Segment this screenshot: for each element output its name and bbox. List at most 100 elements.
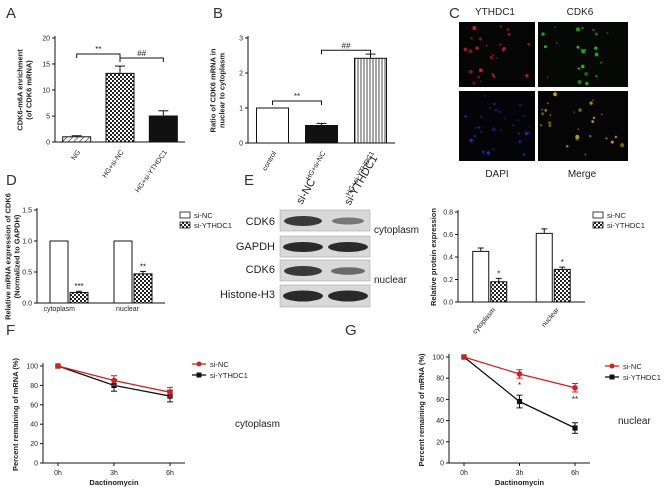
y-tick-label: 0.4: [443, 255, 453, 262]
legend-swatch-si-nc: [592, 211, 604, 219]
cell-dot: [584, 49, 587, 51]
cell-dot: [549, 114, 552, 116]
panel-letter-e: E: [244, 172, 254, 189]
y-tick-label: 2: [239, 71, 243, 78]
blot-band: [331, 267, 365, 275]
blot-row-label-histone-h3: Histone-H3: [220, 289, 275, 301]
cell-dot: [500, 129, 502, 132]
blot-band: [284, 266, 322, 276]
cell-dot: [573, 111, 576, 113]
cell-dot: [578, 108, 582, 112]
cell-dot: [512, 124, 515, 127]
chart-a: 0 5 10 15 20 CDK6-m6A enrichment(of CDK6 mRNA…: [16, 36, 185, 194]
micro-label-dapi: DAPI: [485, 169, 508, 180]
panel-letter-b: B: [213, 5, 223, 22]
blot-row-label-cdk6-nuc: CDK6: [246, 264, 275, 276]
y-tick-label: 0.8: [443, 210, 453, 217]
x-tick-label: HG+si-NC: [101, 149, 125, 179]
blot-band: [283, 290, 323, 302]
significance-label: ***: [74, 282, 83, 291]
data-point: [111, 377, 117, 384]
y-tick-label: 0.5: [22, 270, 32, 277]
cell-dot: [576, 45, 580, 49]
panel-letter-d: D: [6, 172, 17, 189]
cell-dot: [614, 135, 618, 139]
bar-cytoplasm-si-ythdc1: [69, 291, 89, 304]
y-axis-label: Percent remaining of mRNA (%): [11, 357, 20, 471]
legend-marker: [196, 361, 202, 367]
y-tick-label: 5: [46, 114, 50, 121]
cell-dot: [472, 81, 476, 85]
blot-band: [332, 217, 364, 225]
y-tick-label: 60: [436, 397, 444, 404]
cell-dot: [606, 32, 609, 34]
cell-dot: [473, 135, 476, 138]
micro-label-merge: Merge: [568, 169, 597, 180]
y-tick-label: 20: [30, 441, 38, 448]
cell-dot: [581, 26, 584, 30]
y-tick-label: 80: [30, 383, 38, 390]
cell-dot: [475, 46, 479, 50]
cell-dot: [548, 124, 552, 128]
y-tick-label: 20: [436, 439, 444, 446]
legend-marker: [609, 363, 615, 369]
panel-letter-c: C: [449, 5, 460, 22]
legend-label-si-nc: si-NC: [623, 362, 642, 371]
cell-dot: [546, 76, 549, 78]
cell-dot: [498, 110, 501, 114]
cell-dot: [565, 144, 569, 148]
cell-dot: [480, 130, 483, 133]
data-point: [55, 363, 61, 369]
cell-dot: [477, 75, 481, 79]
blot-band: [283, 242, 323, 252]
micro-image-dapi: [459, 91, 535, 161]
panel-letter-g: G: [345, 322, 357, 339]
significance-bracket: [321, 49, 371, 55]
bar-cytoplasm-si-nc: [472, 250, 490, 303]
cell-dot: [588, 134, 592, 138]
cell-dot: [523, 129, 526, 132]
y-tick-label: 0: [34, 461, 38, 468]
significance-label: **: [572, 395, 578, 404]
cell-dot: [528, 126, 530, 128]
y-tick-label: 1.0: [22, 239, 32, 246]
cell-dot: [506, 28, 510, 31]
micro-col-label-ythdc1: YTHDC1: [475, 7, 515, 18]
cell-dot: [524, 131, 529, 136]
cell-dot: [543, 45, 547, 49]
condition-label: cytoplasm: [235, 419, 280, 430]
y-tick-label: 1: [239, 106, 243, 113]
y-tick-label: 100: [26, 364, 38, 371]
cell-dot: [503, 117, 506, 120]
blot-lane-label-si-nc: si-NC: [294, 177, 318, 207]
bar-hg-si-nc: [305, 125, 338, 144]
x-tick-label: cytoplasm: [472, 307, 498, 336]
cell-dot: [484, 94, 486, 97]
cell-dot: [463, 47, 467, 51]
data-point: [167, 389, 173, 395]
chart-e: 0.0 0.2 0.4 0.6 0.8 Relative protein expressi…: [429, 208, 645, 336]
y-tick-label: 3: [239, 36, 243, 43]
cell-dot: [584, 153, 587, 156]
cell-dot: [575, 27, 581, 32]
cell-dot: [553, 92, 557, 97]
cell-dot: [528, 131, 531, 135]
legend-label-si-ythdc1: si-YTHDC1: [194, 221, 232, 230]
data-point: [461, 354, 467, 360]
cell-dot: [499, 43, 502, 46]
cell-dot: [594, 32, 598, 36]
cell-dot: [499, 25, 502, 28]
y-axis-label: Percent remaining of mRNA (%): [417, 353, 426, 467]
legend-label-si-ythdc1: si-YTHDC1: [623, 373, 661, 382]
cell-dot: [541, 32, 545, 36]
bar-cytoplasm-si-ythdc1: [490, 281, 508, 303]
cell-dot: [468, 69, 473, 74]
cell-dot: [492, 74, 496, 78]
cell-dot: [580, 48, 582, 51]
y-tick-label: 0: [440, 461, 444, 468]
significance-bracket: [119, 57, 164, 62]
cell-dot: [541, 112, 545, 116]
cell-dot: [493, 102, 496, 106]
micro-image-ythdc1: [459, 22, 535, 87]
